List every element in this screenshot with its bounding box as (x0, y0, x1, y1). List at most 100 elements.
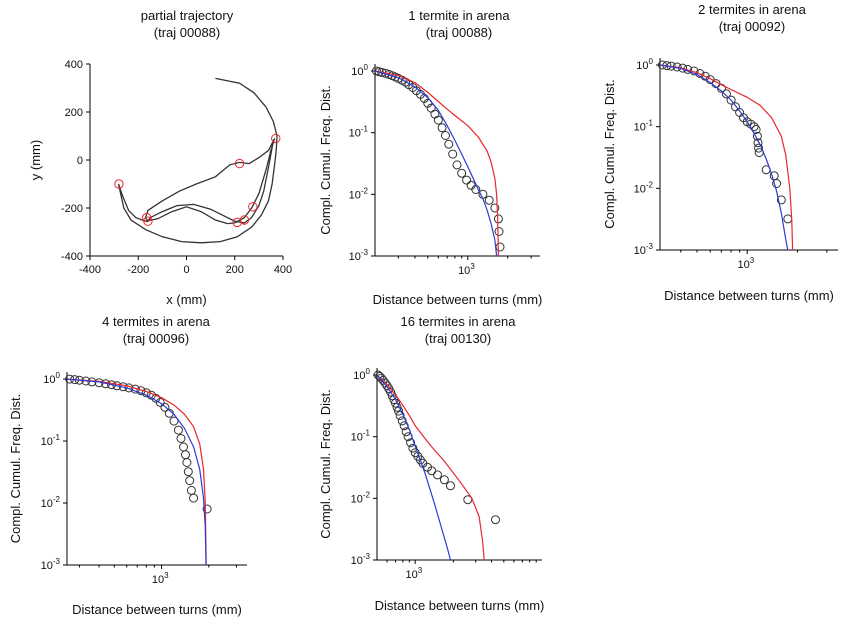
two-termites-y-tick-label: 10-2 (634, 180, 654, 195)
trajectory-x-tick-label: -400 (79, 264, 101, 276)
one-termite-y-tick-label-base: 10 (349, 128, 361, 140)
trajectory-x-tick-label: 0 (183, 264, 189, 276)
sixteen-termites-data-point (395, 411, 405, 421)
four-termites-y-tick-label: 10-3 (41, 557, 61, 572)
four-termites-y-tick-label-base: 10 (43, 374, 55, 386)
one-termite-power-fit-line (374, 70, 499, 257)
trajectory-y-tick-label: 400 (65, 59, 83, 71)
two-termites-x-tick-label-base: 10 (738, 259, 750, 271)
trajectory-title: partial trajectory (141, 8, 234, 23)
one-termite-y-tick-label-exp: -2 (361, 186, 369, 195)
one-termite-subtitle: (traj 00088) (426, 25, 492, 40)
four-termites-data-point (186, 485, 196, 495)
one-termite-y-label: Compl. Cumul. Freq. Dist. (318, 85, 333, 235)
trajectory-x-tick-label: 400 (274, 264, 292, 276)
four-termites-x-tick-label: 103 (152, 571, 169, 586)
two-termites-y-tick-label: 100 (636, 57, 653, 72)
one-termite-data-point (430, 109, 440, 119)
two-termites-data-point (726, 95, 736, 105)
one-termite-data-point (490, 203, 500, 213)
four-termites-data-point (160, 402, 170, 412)
sixteen-termites-data-point (463, 495, 473, 505)
four-termites-title: 4 termites in arena (102, 314, 210, 329)
trajectory-path (117, 77, 278, 244)
one-termite-data-point (457, 168, 467, 178)
four-termites-x-tick-label-base: 10 (152, 574, 164, 586)
one-termite-data-point (433, 115, 443, 125)
sixteen-termites-y-tick-label: 10-3 (351, 552, 371, 567)
four-termites-y-tick-label: 10-1 (41, 433, 61, 448)
one-termite-data-point (466, 180, 476, 190)
trajectory-turn-marker (114, 179, 124, 189)
two-termites-y-tick-label-base: 10 (634, 122, 646, 134)
one-termite-data-point (437, 123, 447, 133)
one-termite-data-point (441, 131, 450, 140)
trajectory-turn-marker (239, 215, 250, 225)
four-termites-y-tick-label-base: 10 (41, 436, 53, 448)
four-termites-data-point (183, 467, 193, 477)
one-termite-exponential-fit-line (374, 70, 498, 257)
trajectory-subtitle: (traj 00088) (154, 25, 220, 40)
two-termites-data-point (754, 143, 764, 153)
trajectory-y-tick-label: 0 (77, 155, 83, 167)
sixteen-termites-y-tick-label-exp: 0 (366, 367, 371, 376)
four-termites-y-tick-label-exp: -3 (53, 557, 61, 566)
two-termites-y-tick-label: 10-1 (634, 119, 654, 134)
one-termite-data-point (471, 185, 481, 194)
sixteen-termites-data-point (446, 481, 455, 491)
four-termites-data-point (155, 397, 165, 407)
one-termite-data-point (493, 214, 503, 224)
one-termite-data-point (494, 227, 504, 236)
sixteen-termites-power-fit-line (376, 374, 485, 561)
trajectory-turn-marker (143, 216, 153, 226)
four-termites-y-tick-label-exp: -2 (53, 495, 61, 504)
one-termite-data-point (484, 195, 494, 205)
two-termites-data-point (776, 195, 786, 205)
one-termite-x-tick-label-base: 10 (458, 265, 470, 277)
sixteen-termites-y-tick-label-base: 10 (351, 493, 363, 505)
trajectory-turn-marker (271, 133, 281, 144)
sixteen-termites-y-tick-label-exp: -2 (363, 490, 371, 499)
two-termites-x-tick-label: 103 (738, 256, 755, 271)
one-termite-y-tick-label: 10-3 (349, 248, 369, 263)
sixteen-termites-subtitle: (traj 00130) (425, 331, 491, 346)
trajectory-x-label: x (mm) (166, 292, 206, 307)
two-termites-data-point (695, 69, 705, 78)
sixteen-termites-y-tick-label-base: 10 (353, 370, 365, 382)
one-termite-data-point (448, 149, 458, 159)
sixteen-termites-data-point (408, 443, 418, 453)
one-termite-y-tick-label: 10-1 (349, 125, 369, 140)
four-termites-data-point (202, 504, 212, 514)
four-termites-y-tick-label-exp: 0 (56, 371, 61, 380)
trajectory-y-label: y (mm) (28, 140, 43, 180)
trajectory-turn-marker (248, 202, 258, 212)
one-termite-data-point (444, 139, 454, 149)
one-termite-y-tick-label-base: 10 (351, 66, 363, 78)
two-termites-y-tick-label-base: 10 (634, 183, 646, 195)
trajectory-y-tick-label: -400 (61, 251, 83, 263)
one-termite-y-tick-label: 100 (351, 63, 368, 78)
one-termite-y-tick-label-base: 10 (349, 251, 361, 263)
four-termites-data-point (189, 493, 199, 503)
one-termite-data-point (452, 160, 462, 170)
four-termites-y-tick-label: 10-2 (41, 495, 61, 510)
sixteen-termites-data-point (439, 475, 449, 485)
four-termites-power-fit-line (66, 378, 207, 566)
one-termite-y-tick-label: 10-2 (349, 186, 369, 201)
one-termite-data-point (462, 175, 472, 185)
two-termites-x-tick-label-exp: 3 (750, 256, 755, 265)
four-termites-x-tick-label-exp: 3 (164, 571, 169, 580)
two-termites-y-label: Compl. Cumul. Freq. Dist. (602, 79, 617, 229)
four-termites-x-label: Distance between turns (mm) (72, 602, 242, 617)
four-termites-exponential-fit-line (66, 378, 207, 566)
one-termite-y-tick-label-exp: -1 (361, 125, 369, 134)
sixteen-termites-x-tick-label: 103 (405, 566, 422, 581)
sixteen-termites-y-tick-label-exp: -3 (363, 552, 371, 561)
sixteen-termites-y-tick-label-base: 10 (351, 555, 363, 567)
trajectory-x-tick-label: 200 (226, 264, 244, 276)
two-termites-exponential-fit-line (659, 64, 789, 251)
two-termites-data-point (783, 214, 793, 224)
sixteen-termites-y-tick-label: 10-1 (351, 429, 371, 444)
two-termites-title: 2 termites in arena (698, 2, 806, 17)
two-termites-data-point (657, 60, 667, 70)
